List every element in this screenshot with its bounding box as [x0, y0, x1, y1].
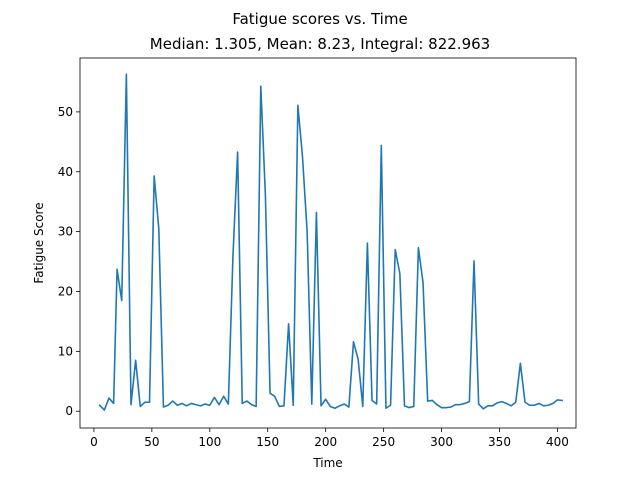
x-axis-label: Time: [312, 456, 342, 470]
y-axis-ticks: 0 10 20 30 40 50: [58, 105, 80, 418]
y-tick-label: 40: [58, 165, 73, 179]
x-tick-label: 50: [144, 435, 159, 449]
x-tick-label: 100: [198, 435, 221, 449]
x-tick-label: 0: [90, 435, 98, 449]
x-tick-label: 250: [372, 435, 395, 449]
y-axis-label: Fatigue Score: [32, 202, 46, 283]
chart-subtitle: Median: 1.305, Mean: 8.23, Integral: 822…: [150, 35, 490, 53]
y-tick-label: 50: [58, 105, 73, 119]
x-tick-label: 400: [546, 435, 569, 449]
y-tick-label: 0: [65, 404, 73, 418]
x-tick-label: 150: [256, 435, 279, 449]
fatigue-score-line: [98, 73, 563, 411]
x-tick-label: 350: [488, 435, 511, 449]
x-tick-label: 200: [314, 435, 337, 449]
y-tick-label: 10: [58, 344, 73, 358]
x-tick-label: 300: [430, 435, 453, 449]
plot-area-frame: [79, 57, 577, 429]
y-tick-label: 20: [58, 284, 73, 298]
y-tick-label: 30: [58, 225, 73, 239]
chart-title: Fatigue scores vs. Time: [232, 10, 407, 28]
x-axis-ticks: 0 50 100 150 200 250 300 350 400: [90, 428, 569, 449]
